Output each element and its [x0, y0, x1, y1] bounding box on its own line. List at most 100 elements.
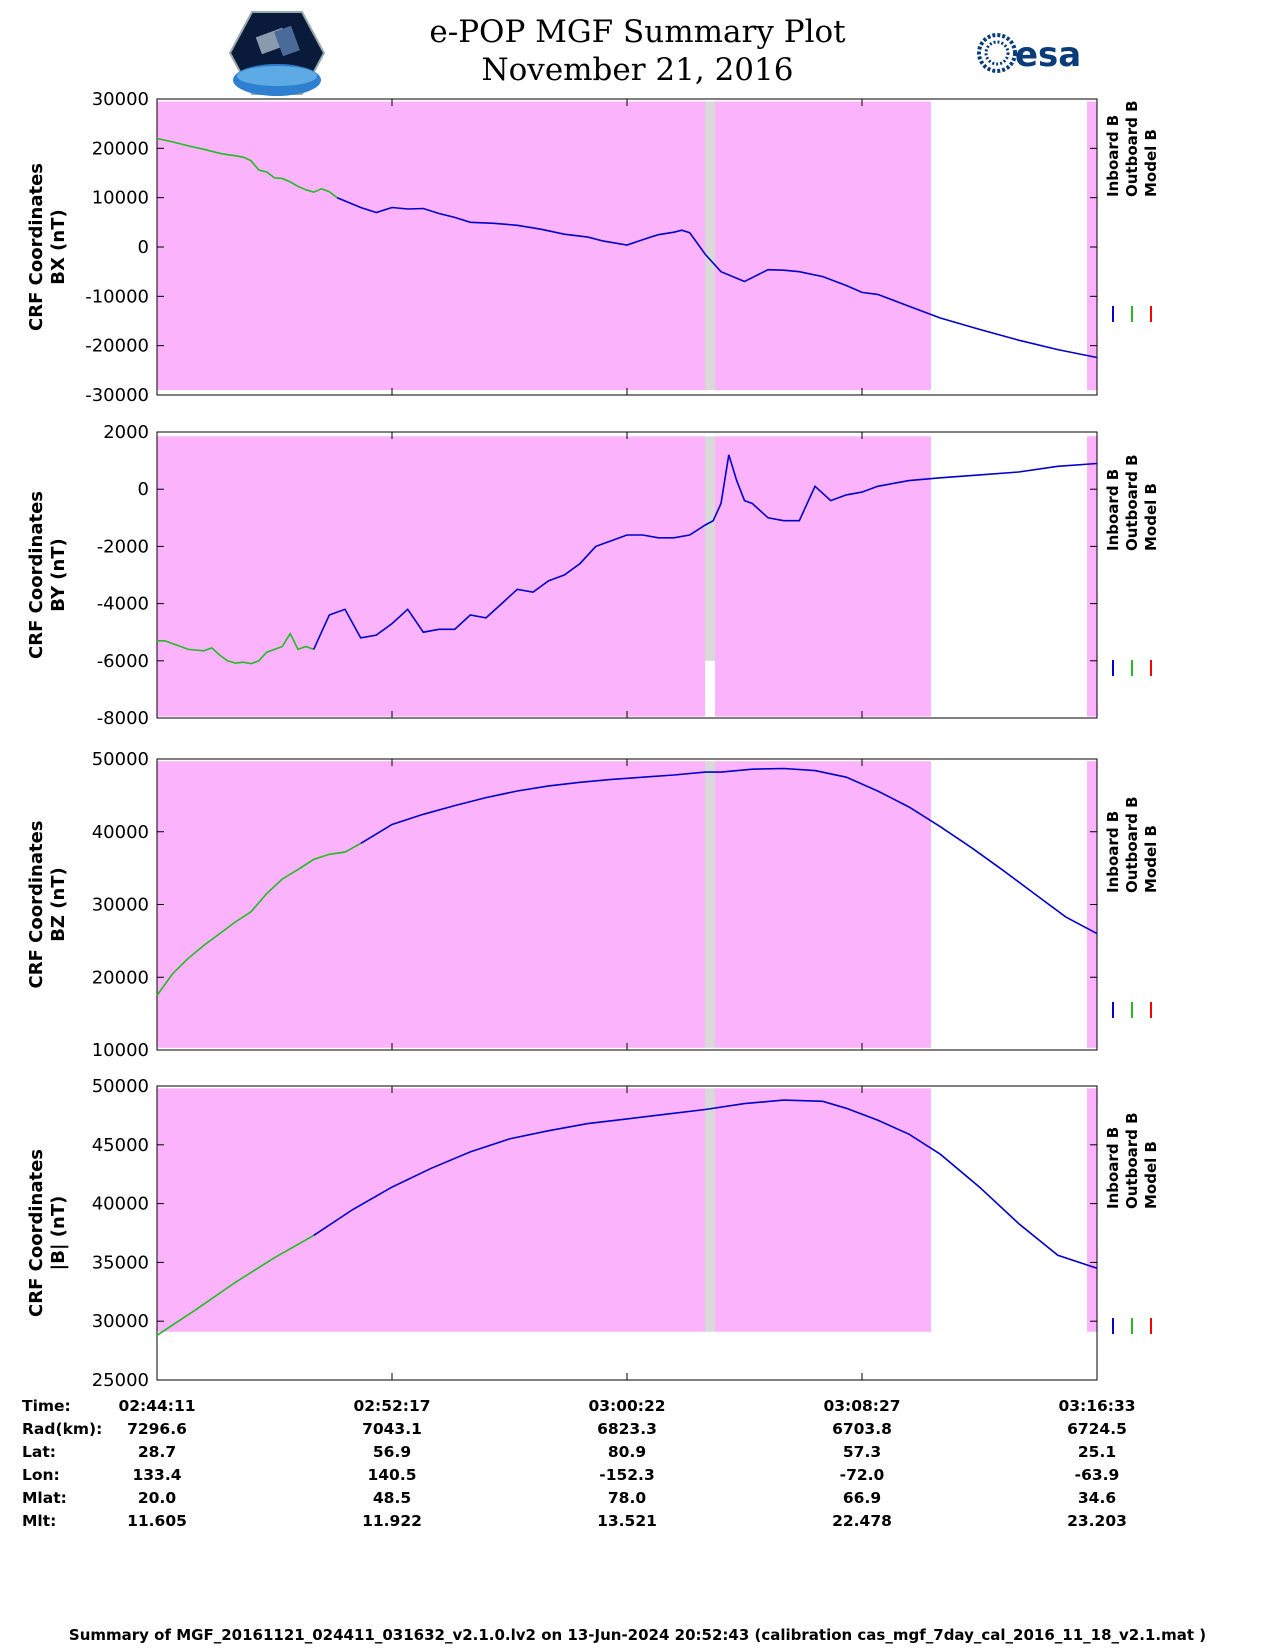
info-cell: 133.4	[132, 1466, 181, 1484]
highlight-region	[157, 101, 705, 391]
legend-inboard-label: Inboard B	[1104, 811, 1122, 893]
y-axis-label: BZ (nT)	[48, 867, 69, 942]
outboard-series-line	[156, 137, 338, 199]
y-tick-label: 45000	[92, 1135, 149, 1156]
y-tick-label: -10000	[85, 286, 149, 307]
info-row-label: Lon:	[22, 1466, 60, 1484]
y-tick-label: 0	[138, 237, 149, 258]
info-cell: 03:00:22	[588, 1397, 665, 1415]
y-tick-label: 25000	[92, 1370, 149, 1391]
y-axis-label: CRF Coordinates	[26, 1149, 47, 1317]
info-cell: 80.9	[608, 1443, 646, 1461]
y-tick-label: 30000	[92, 89, 149, 110]
info-cell: 48.5	[373, 1489, 411, 1507]
info-cell: 22.478	[832, 1512, 892, 1530]
y-tick-label: 2000	[103, 422, 149, 443]
info-cell: 13.521	[597, 1512, 657, 1530]
info-cell: 57.3	[843, 1443, 881, 1461]
info-cell: 66.9	[843, 1489, 881, 1507]
esa-logo-text: esa	[1015, 35, 1081, 75]
data-gap-region	[705, 761, 715, 1048]
info-cell: 78.0	[608, 1489, 646, 1507]
info-cell: 23.203	[1067, 1512, 1127, 1530]
highlight-region	[715, 761, 931, 1048]
y-tick-label: 0	[138, 479, 149, 500]
highlight-region	[157, 1088, 705, 1332]
info-row-label: Lat:	[22, 1443, 56, 1461]
info-cell: 25.1	[1078, 1443, 1116, 1461]
y-tick-label: -20000	[85, 336, 149, 357]
y-tick-label: -30000	[85, 385, 149, 406]
info-cell: -63.9	[1075, 1466, 1120, 1484]
legend-model-label: Model B	[1142, 825, 1160, 893]
esa-logo: esa	[977, 33, 1081, 75]
info-cell: 28.7	[138, 1443, 176, 1461]
y-tick-label: -6000	[97, 651, 149, 672]
info-cell: 7296.6	[127, 1420, 187, 1438]
inboard-series-line	[313, 1099, 1098, 1270]
info-cell: 6823.3	[597, 1420, 657, 1438]
info-cell: 03:08:27	[823, 1397, 900, 1415]
info-cell: 6724.5	[1067, 1420, 1127, 1438]
y-tick-label: 30000	[92, 895, 149, 916]
highlight-region	[1087, 1088, 1097, 1332]
info-cell: -152.3	[599, 1466, 654, 1484]
footer-caption: Summary of MGF_20161121_024411_031632_v2…	[68, 1626, 1207, 1644]
y-tick-label: 10000	[92, 1040, 149, 1061]
info-cell: 34.6	[1078, 1489, 1116, 1507]
page-date: November 21, 2016	[481, 52, 794, 88]
y-tick-label: -2000	[97, 536, 149, 557]
legend-outboard-label: Outboard B	[1123, 454, 1141, 551]
y-tick-label: 40000	[92, 1194, 149, 1215]
y-axis-label: BX (nT)	[48, 209, 69, 284]
y-axis-label: CRF Coordinates	[26, 163, 47, 331]
inboard-series-line	[312, 454, 1098, 650]
y-tick-label: -8000	[97, 708, 149, 729]
legend-inboard-label: Inboard B	[1104, 469, 1122, 551]
y-tick-label: 30000	[92, 1311, 149, 1332]
panel-1: 30000 20000 10000 0 -10000 -20000 -30000 CRF Co…	[26, 89, 1160, 406]
outboard-series-line	[156, 1234, 315, 1336]
highlight-region	[1087, 101, 1097, 391]
inboard-series-line	[336, 196, 1098, 359]
legend-inboard-label: Inboard B	[1104, 115, 1122, 197]
info-row-label: Time:	[22, 1397, 71, 1415]
info-cell: 56.9	[373, 1443, 411, 1461]
panel-2: 2000 0 -2000 -4000 -6000 -8000 CRF Coordinates…	[26, 422, 1160, 729]
info-row-label: Mlat:	[22, 1489, 67, 1507]
info-cell: 02:52:17	[353, 1397, 430, 1415]
info-cell: 02:44:11	[118, 1397, 195, 1415]
data-gap-region	[705, 1088, 715, 1332]
y-tick-label: 20000	[92, 138, 149, 159]
highlight-region	[157, 436, 705, 717]
highlight-region	[157, 761, 705, 1048]
highlight-region	[1087, 436, 1097, 717]
data-gap-region	[705, 101, 715, 391]
y-tick-label: 20000	[92, 967, 149, 988]
legend-model-label: Model B	[1142, 1141, 1160, 1209]
legend-model-label: Model B	[1142, 483, 1160, 551]
y-tick-label: 40000	[92, 822, 149, 843]
panel-4: 50000 45000 40000 35000 30000 25000 CRF Coordi…	[26, 1076, 1160, 1391]
y-tick-label: 50000	[92, 749, 149, 770]
y-tick-label: 10000	[92, 188, 149, 209]
data-gap-region	[705, 436, 715, 661]
info-cell: -72.0	[840, 1466, 885, 1484]
y-axis-label: |B| (nT)	[48, 1196, 69, 1271]
highlight-region	[715, 436, 931, 717]
info-cell: 6703.8	[832, 1420, 892, 1438]
inboard-series-line	[360, 767, 1098, 935]
y-tick-label: 50000	[92, 1076, 149, 1097]
y-tick-label: 35000	[92, 1252, 149, 1273]
legend-inboard-label: Inboard B	[1104, 1127, 1122, 1209]
info-cell: 11.922	[362, 1512, 422, 1530]
epop-logo	[228, 11, 326, 96]
info-cell: 03:16:33	[1058, 1397, 1135, 1415]
legend-outboard-label: Outboard B	[1123, 796, 1141, 893]
outboard-series-line	[156, 842, 362, 996]
orbit-info-table: Time: Rad(km): Lat: Lon: Mlat: Mlt: 02:44:11 72…	[22, 1397, 1136, 1530]
y-axis-label: BY (nT)	[48, 538, 69, 612]
info-cell: 140.5	[367, 1466, 416, 1484]
